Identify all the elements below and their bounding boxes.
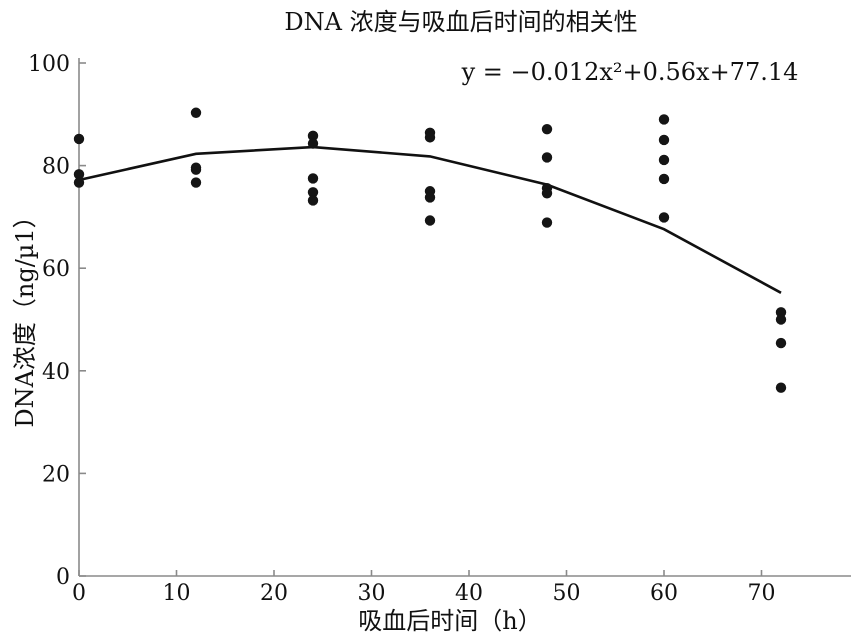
data-point xyxy=(73,133,85,145)
y-tick-label: 20 xyxy=(42,462,70,487)
data-point xyxy=(775,314,787,325)
data-point xyxy=(190,164,202,175)
x-tick-label: 60 xyxy=(650,581,678,606)
data-point xyxy=(775,382,787,393)
data-point xyxy=(424,215,436,226)
data-point xyxy=(658,154,670,166)
data-point xyxy=(307,130,319,142)
data-point xyxy=(658,114,670,125)
x-tick-labels: 0 10 20 30 40 50 60 70 xyxy=(72,581,776,606)
x-tick-label: 0 xyxy=(72,581,86,606)
data-point xyxy=(541,217,553,228)
data-point xyxy=(424,192,436,203)
data-point xyxy=(775,337,787,349)
axes xyxy=(78,58,851,577)
y-tick-label: 100 xyxy=(28,52,70,77)
data-point xyxy=(424,132,436,143)
y-axis-label: DNA浓度（ng/µ1） xyxy=(11,204,39,427)
y-tick-labels: 0 20 40 60 80 100 xyxy=(28,52,70,590)
x-tick-label: 50 xyxy=(553,581,581,606)
y-tick-label: 60 xyxy=(42,257,70,282)
x-tick-label: 40 xyxy=(455,581,483,606)
y-tick-label: 80 xyxy=(42,155,70,180)
data-point xyxy=(73,177,85,188)
y-tick-label: 40 xyxy=(42,360,70,385)
data-point xyxy=(658,212,670,223)
x-tick-label: 70 xyxy=(748,581,776,606)
data-point xyxy=(541,188,553,199)
x-tick-label: 10 xyxy=(163,581,191,606)
x-tick-label: 30 xyxy=(358,581,386,606)
y-tick-label: 0 xyxy=(56,565,70,590)
data-point xyxy=(307,173,319,184)
data-point xyxy=(307,187,319,198)
data-point xyxy=(307,138,319,149)
data-points xyxy=(73,107,787,393)
x-axis-label: 吸血后时间（h） xyxy=(358,607,541,635)
data-point xyxy=(775,307,787,318)
fit-curve xyxy=(78,145,782,294)
regression-equation: y = −0.012x²+0.56x+77.14 xyxy=(461,58,799,86)
data-point xyxy=(190,177,202,188)
data-point xyxy=(190,107,202,118)
data-point xyxy=(658,134,670,146)
data-point xyxy=(658,173,670,185)
x-tick-label: 20 xyxy=(260,581,288,606)
tick-marks xyxy=(78,62,763,577)
data-point xyxy=(541,123,553,135)
chart-title: DNA 浓度与吸血后时间的相关性 xyxy=(284,8,637,36)
data-point xyxy=(73,169,85,180)
data-point xyxy=(541,152,553,163)
data-point xyxy=(307,195,319,206)
